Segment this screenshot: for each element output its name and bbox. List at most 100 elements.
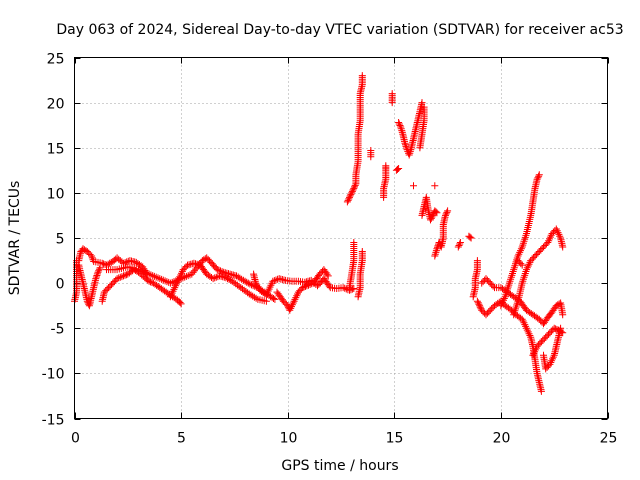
data-point <box>174 276 182 284</box>
data-point <box>456 239 464 246</box>
data-point <box>92 275 100 283</box>
y-tick-label: 10 <box>47 187 65 203</box>
data-point <box>178 269 185 277</box>
data-point <box>534 174 542 182</box>
y-tick-label: 0 <box>56 277 65 293</box>
data-point <box>140 268 148 276</box>
data-point <box>405 151 413 159</box>
data-point <box>95 267 103 275</box>
tick-labels: 0 5 10 15 20 25 -15 -10 -5 0 5 10 15 20 25 <box>42 52 618 447</box>
data-point <box>171 284 179 292</box>
x-tick-label: 5 <box>177 431 186 447</box>
data-point <box>306 281 314 288</box>
data-point <box>454 243 462 251</box>
data-point <box>209 275 217 283</box>
data-points <box>71 72 567 395</box>
data-point <box>299 284 307 292</box>
data-point <box>182 272 190 280</box>
y-tick-label: 20 <box>47 97 65 113</box>
data-point <box>159 276 167 284</box>
data-point <box>80 246 88 254</box>
data-point <box>345 195 353 203</box>
data-point <box>224 275 231 283</box>
data-point <box>166 293 174 301</box>
data-point <box>94 268 102 276</box>
data-point <box>166 279 174 287</box>
data-point <box>544 239 552 246</box>
data-point <box>382 162 390 170</box>
data-point <box>545 237 553 245</box>
data-point <box>429 211 437 219</box>
data-point <box>547 359 555 366</box>
data-point <box>118 273 126 281</box>
data-point <box>478 279 486 287</box>
data-point <box>172 282 180 290</box>
data-point <box>305 281 312 289</box>
data-point <box>85 249 93 257</box>
data-point <box>552 225 560 233</box>
data-point <box>476 302 484 310</box>
data-point <box>473 257 481 265</box>
data-point <box>351 181 359 189</box>
data-point <box>135 266 142 274</box>
data-point <box>120 272 127 280</box>
data-point <box>211 274 219 282</box>
data-point <box>523 324 530 332</box>
data-point <box>98 259 106 267</box>
y-tick-label: -10 <box>42 367 65 383</box>
y-tick-label: 25 <box>47 52 65 68</box>
data-point <box>516 248 524 256</box>
data-point <box>517 260 525 268</box>
data-point <box>537 387 545 395</box>
data-point <box>96 264 104 272</box>
y-tick-label: -5 <box>51 322 65 338</box>
data-point <box>179 266 187 274</box>
data-point <box>163 278 171 286</box>
data-point <box>515 250 523 258</box>
data-point <box>549 355 556 363</box>
data-point <box>519 317 527 325</box>
data-point <box>244 279 252 287</box>
data-point <box>546 235 553 243</box>
data-point <box>156 275 164 283</box>
data-point <box>154 274 162 282</box>
data-point <box>531 348 539 356</box>
data-point <box>341 284 349 292</box>
data-point <box>466 233 474 241</box>
data-point <box>161 277 169 285</box>
data-point <box>535 171 543 179</box>
ticks <box>74 57 609 420</box>
data-point <box>253 281 261 289</box>
data-point <box>517 245 525 253</box>
data-point <box>474 299 482 307</box>
data-point <box>546 329 554 337</box>
data-point <box>555 230 563 238</box>
data-point <box>552 302 560 310</box>
data-point <box>293 292 301 300</box>
data-point <box>79 245 87 253</box>
data-point <box>518 315 526 323</box>
data-point <box>349 186 357 194</box>
data-point <box>339 284 347 292</box>
data-point <box>444 207 452 215</box>
data-point <box>486 279 494 287</box>
data-point <box>554 229 562 237</box>
data-point <box>212 273 220 281</box>
data-point <box>517 247 524 255</box>
data-point <box>343 198 351 206</box>
data-point <box>531 346 539 354</box>
data-point <box>525 260 533 268</box>
data-point <box>169 287 177 295</box>
data-point <box>173 278 181 286</box>
data-point <box>395 119 403 126</box>
data-point <box>559 311 567 319</box>
data-point <box>147 278 154 286</box>
data-point <box>93 270 101 278</box>
data-point <box>535 172 543 180</box>
data-point <box>497 302 505 310</box>
data-point <box>145 270 153 278</box>
data-point <box>149 272 157 280</box>
data-point <box>442 210 450 218</box>
data-point <box>246 280 254 288</box>
